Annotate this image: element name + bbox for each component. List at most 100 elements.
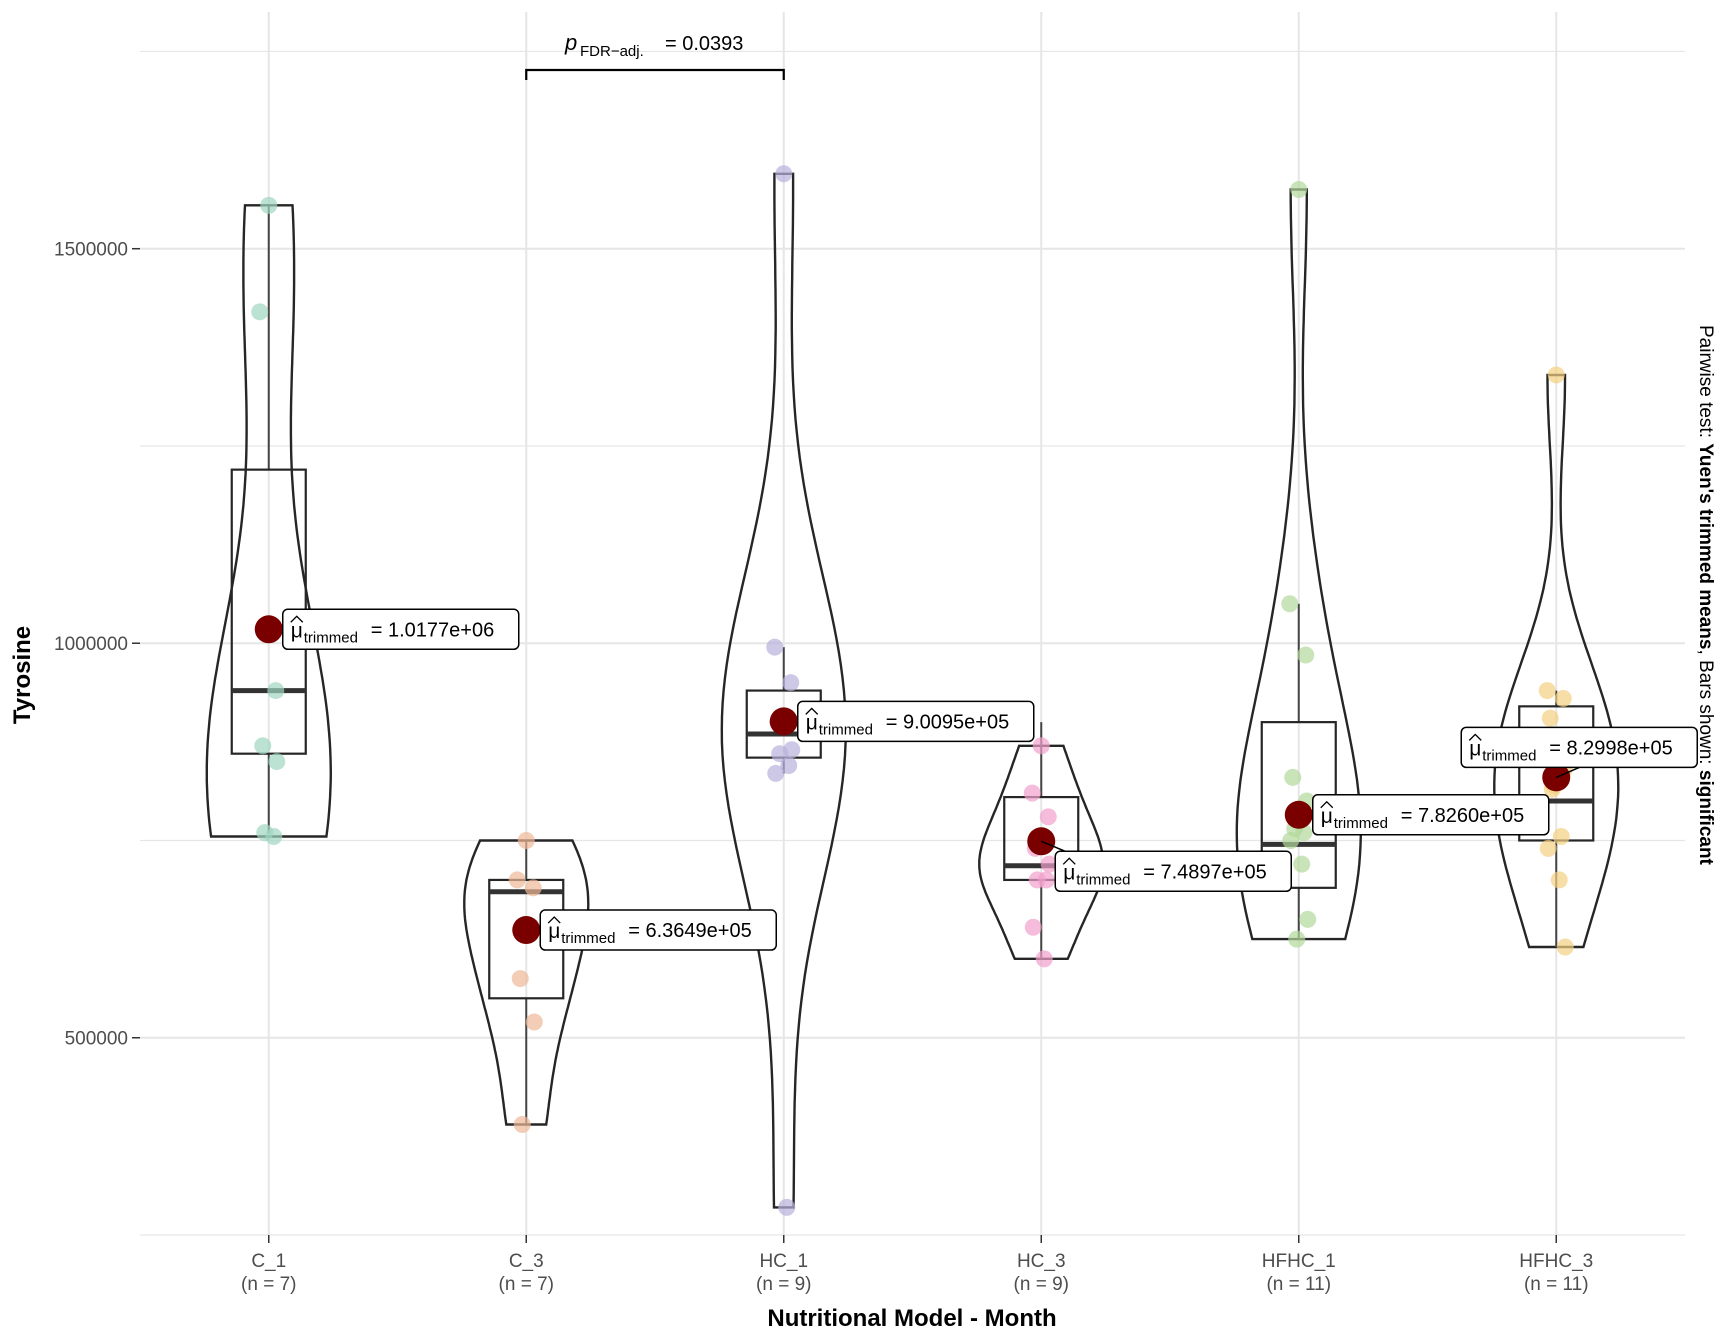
mean-label-box bbox=[797, 700, 1035, 743]
trimmed-means bbox=[254, 615, 1571, 945]
mean-label-symbol: μ bbox=[1063, 861, 1075, 884]
x-tick-label: C_1 bbox=[251, 1251, 286, 1272]
hat-icon bbox=[805, 707, 819, 715]
data-point bbox=[766, 638, 784, 656]
y-axis-title: Tyrosine bbox=[9, 626, 36, 724]
trimmed-mean-point bbox=[1284, 800, 1313, 829]
x-tick-label: C_3 bbox=[509, 1251, 544, 1272]
p-label-value: = 0.0393 bbox=[665, 33, 743, 55]
data-point bbox=[1032, 737, 1050, 755]
mean-label-value: = 7.4897e+05 bbox=[1143, 861, 1266, 883]
caption-test: Yuen's trimmed means bbox=[1695, 443, 1716, 649]
data-point bbox=[1024, 918, 1042, 936]
x-tick-count: (n = 9) bbox=[1014, 1274, 1069, 1295]
mean-label-symbol: μ bbox=[1469, 737, 1481, 760]
mean-label-sub: trimmed bbox=[1076, 871, 1130, 888]
data-point bbox=[1023, 784, 1041, 802]
data-point bbox=[1554, 689, 1572, 707]
x-tick-label: HFHC_3 bbox=[1519, 1251, 1593, 1272]
data-point bbox=[1541, 709, 1559, 727]
mean-labels: μ trimmed = 1.0177e+06μ trimmed = 6.3649e+05… bbox=[282, 608, 1698, 951]
x-tick-count: (n = 7) bbox=[241, 1274, 296, 1295]
data-point bbox=[1035, 950, 1053, 968]
violin-HC_1 bbox=[720, 172, 848, 1209]
data-point bbox=[771, 745, 789, 763]
violin-C_3 bbox=[463, 839, 590, 1126]
x-tick-label: HC_1 bbox=[759, 1251, 808, 1272]
data-point bbox=[1538, 682, 1556, 700]
data-point bbox=[1039, 808, 1057, 826]
data-points bbox=[251, 165, 1574, 1216]
data-point bbox=[254, 737, 272, 755]
boxplots bbox=[230, 205, 1595, 1125]
mean-label-box bbox=[539, 909, 777, 951]
data-point bbox=[511, 970, 529, 988]
p-label-sub: FDR−adj. bbox=[580, 43, 644, 60]
data-point bbox=[508, 871, 526, 889]
y-tick-label: 1500000 bbox=[54, 240, 128, 261]
data-point bbox=[778, 1198, 796, 1216]
trimmed-mean-point bbox=[769, 707, 798, 736]
significance-bars: p FDR−adj. = 0.0393 bbox=[525, 30, 785, 80]
violins bbox=[205, 172, 1620, 1209]
significance-bracket bbox=[525, 68, 785, 80]
data-point bbox=[260, 196, 278, 214]
mean-label-symbol: μ bbox=[291, 619, 303, 642]
mean-label-symbol: μ bbox=[806, 711, 818, 734]
data-point bbox=[782, 674, 800, 692]
data-point bbox=[1284, 768, 1302, 786]
grid-lines bbox=[140, 12, 1685, 1236]
data-point bbox=[1547, 366, 1565, 384]
label-leader bbox=[1555, 766, 1580, 779]
mean-label-box bbox=[1054, 850, 1292, 893]
x-tick-count: (n = 11) bbox=[1524, 1274, 1589, 1295]
data-point bbox=[1297, 646, 1315, 664]
x-axis-title: Nutritional Model - Month bbox=[767, 1305, 1056, 1332]
data-point bbox=[267, 682, 285, 700]
data-point bbox=[517, 831, 535, 849]
x-tick-count: (n = 9) bbox=[756, 1274, 811, 1295]
mean-label-symbol: μ bbox=[1321, 805, 1333, 828]
data-point bbox=[525, 1013, 543, 1031]
mean-label-sub: trimmed bbox=[561, 930, 615, 947]
mean-label-box bbox=[282, 608, 520, 651]
mean-label-box bbox=[1460, 726, 1698, 769]
hat-icon bbox=[1468, 733, 1482, 741]
hat-icon bbox=[290, 615, 304, 623]
data-point bbox=[1299, 910, 1317, 928]
data-point bbox=[1281, 595, 1299, 613]
mean-label-value: = 7.8260e+05 bbox=[1401, 805, 1524, 827]
data-point bbox=[1293, 855, 1311, 873]
data-point bbox=[780, 757, 798, 775]
data-point bbox=[1539, 839, 1557, 857]
mean-label-symbol: μ bbox=[548, 920, 560, 943]
y-tick-label: 1000000 bbox=[54, 634, 128, 655]
mean-label-sub: trimmed bbox=[1482, 747, 1536, 764]
data-point bbox=[1037, 871, 1055, 889]
x-tick-count: (n = 7) bbox=[499, 1274, 554, 1295]
mean-label-value: = 6.3649e+05 bbox=[628, 920, 751, 942]
x-tick-count: (n = 11) bbox=[1266, 1274, 1331, 1295]
data-point bbox=[1550, 871, 1568, 889]
data-point bbox=[1556, 938, 1574, 956]
trimmed-mean-point bbox=[512, 916, 541, 945]
mean-label-sub: trimmed bbox=[819, 721, 873, 738]
p-label: p bbox=[564, 30, 577, 55]
label-leader bbox=[1040, 840, 1066, 852]
data-point bbox=[524, 879, 542, 897]
data-point bbox=[1282, 831, 1300, 849]
hat-icon bbox=[1062, 857, 1076, 865]
caption-shown: significant bbox=[1695, 770, 1716, 866]
y-tick-label: 500000 bbox=[65, 1029, 128, 1050]
data-point bbox=[1288, 930, 1306, 948]
caption-middle: , Bars shown: bbox=[1695, 649, 1716, 769]
data-point bbox=[767, 764, 785, 782]
data-point bbox=[1040, 855, 1058, 873]
hat-icon bbox=[547, 916, 561, 924]
data-point bbox=[775, 165, 793, 183]
caption-prefix: Pairwise test: bbox=[1695, 325, 1716, 443]
x-tick-label: HFHC_1 bbox=[1262, 1251, 1336, 1272]
hat-icon bbox=[1320, 800, 1334, 809]
